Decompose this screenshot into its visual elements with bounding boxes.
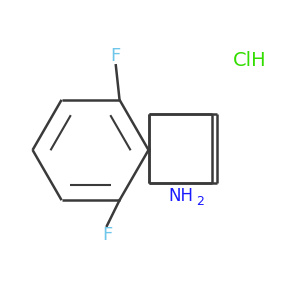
Text: F: F xyxy=(102,226,112,244)
Text: F: F xyxy=(111,47,121,65)
Text: NH: NH xyxy=(169,187,194,205)
Text: 2: 2 xyxy=(196,195,205,208)
Text: ClH: ClH xyxy=(233,51,266,70)
